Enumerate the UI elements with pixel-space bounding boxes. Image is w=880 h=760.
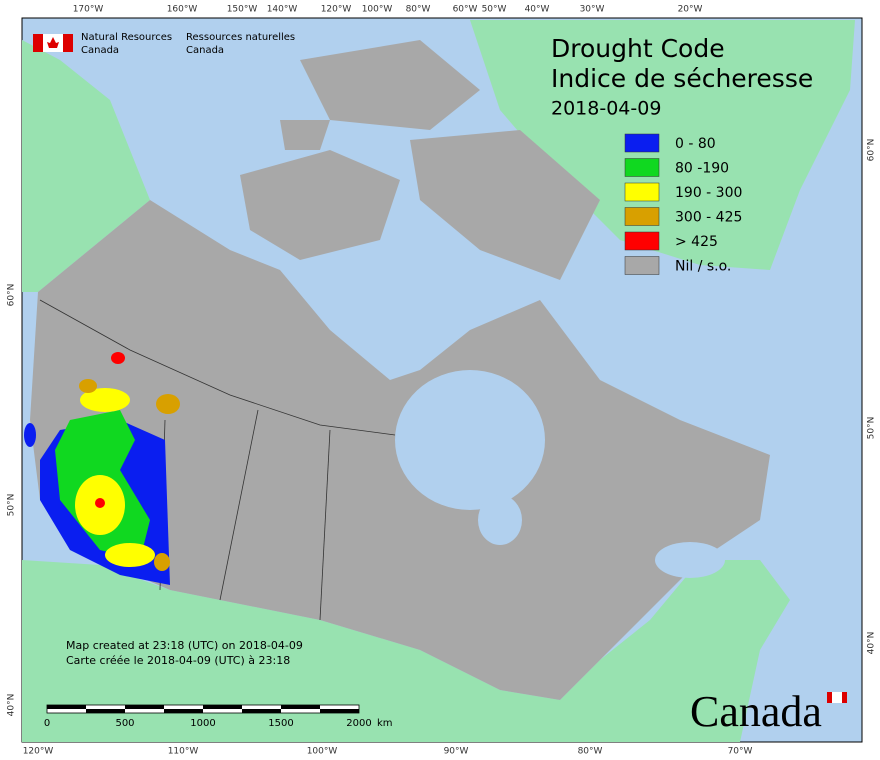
scale-label: 500 <box>115 718 134 729</box>
legend-label: > 425 <box>675 234 718 250</box>
scale-bar-segment <box>320 709 359 713</box>
james-bay <box>478 495 522 545</box>
graticule-label: 50°N <box>7 494 17 517</box>
graticule-label: 150°W <box>227 5 258 15</box>
scale-bar-segment <box>47 705 86 709</box>
scale-bar-segment <box>125 705 164 709</box>
code-patch <box>156 394 180 414</box>
graticule-label: 110°W <box>168 747 199 757</box>
code-patch <box>24 423 36 447</box>
created-note: Map created at 23:18 (UTC) on 2018-04-09 <box>66 639 303 652</box>
legend-label: 0 - 80 <box>675 136 716 152</box>
agency-name: Canada <box>81 45 119 56</box>
legend-swatch <box>624 182 660 202</box>
graticule-label: 60°N <box>867 139 877 162</box>
legend-swatch <box>624 256 660 275</box>
arctic-island <box>240 150 400 260</box>
scale-label: 2000 <box>346 718 371 729</box>
graticule-label: 100°W <box>362 5 393 15</box>
graticule-label: 160°W <box>167 5 198 15</box>
usa <box>22 560 790 742</box>
graticule-label: 40°W <box>525 5 550 15</box>
graticule-label: 80°W <box>406 5 431 15</box>
legend-label: 80 -190 <box>675 161 729 177</box>
wordmark-flag <box>827 692 847 703</box>
scale-bar-segment <box>281 705 320 709</box>
border <box>219 409 259 601</box>
agency-name: Canada <box>186 45 224 56</box>
date: 2018-04-09 <box>551 98 661 120</box>
legend-swatch <box>624 231 660 251</box>
scale-label: 1500 <box>268 718 293 729</box>
arctic-island <box>280 120 330 150</box>
scale-bar-segment <box>86 709 125 713</box>
code-patch <box>105 543 155 567</box>
graticule-label: 80°W <box>578 747 603 757</box>
graticule-label: 50°N <box>867 417 877 440</box>
graticule-label: 140°W <box>267 5 298 15</box>
legend-label: 190 - 300 <box>675 185 742 201</box>
agency-name: Natural Resources <box>81 32 172 43</box>
graticule-label: 90°W <box>444 747 469 757</box>
arctic-island <box>410 130 600 280</box>
graticule-label: 40°N <box>867 632 877 655</box>
legend-swatch <box>624 133 660 153</box>
agency-name: Ressources naturelles <box>186 32 295 43</box>
greenland <box>470 20 855 270</box>
graticule-label: 50°W <box>482 5 507 15</box>
graticule-label: 120°W <box>321 5 352 15</box>
wordmark: Canada <box>690 687 822 736</box>
graticule-label: 170°W <box>73 5 104 15</box>
scale-unit: km <box>377 718 393 729</box>
graticule-label: 60°N <box>7 284 17 307</box>
graticule-label: 30°W <box>580 5 605 15</box>
code-patch <box>154 553 170 571</box>
scale-bar-segment <box>242 709 281 713</box>
graticule-label: 120°W <box>23 747 54 757</box>
border <box>319 429 331 621</box>
legend-label: Nil / s.o. <box>675 259 731 275</box>
scale-label: 1000 <box>190 718 215 729</box>
border <box>39 299 396 436</box>
graticule-label: 100°W <box>307 747 338 757</box>
legend-label: 300 - 425 <box>675 210 742 226</box>
graticule-label: 20°W <box>678 5 703 15</box>
graticule-label: 70°W <box>728 747 753 757</box>
legend-swatch <box>624 158 660 177</box>
legend-swatch <box>624 207 660 226</box>
hudson-bay <box>395 370 545 510</box>
title: Indice de sécheresse <box>551 64 813 93</box>
scale-bar-segment <box>203 705 242 709</box>
gulf <box>655 542 725 578</box>
arctic-island <box>300 40 480 130</box>
code-patch <box>79 379 97 393</box>
code-patch <box>111 352 125 364</box>
scale-label: 0 <box>44 718 50 729</box>
graticule-label: 60°W <box>453 5 478 15</box>
alaska-land <box>22 40 150 292</box>
graticule-label: 40°N <box>7 694 17 717</box>
flag <box>33 34 73 52</box>
created-note: Carte créée le 2018-04-09 (UTC) à 23:18 <box>66 654 290 667</box>
title: Drought Code <box>551 34 725 63</box>
code-patch <box>95 498 105 508</box>
code-patch <box>80 388 130 412</box>
scale-bar-segment <box>164 709 203 713</box>
